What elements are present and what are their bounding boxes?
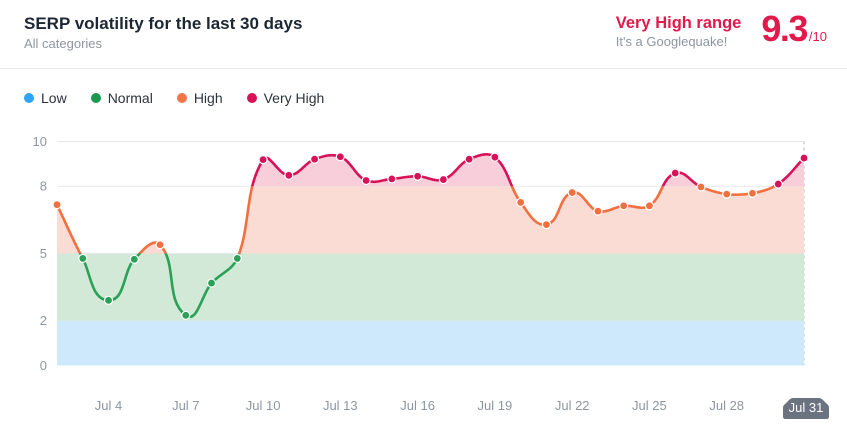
svg-text:5: 5 [40,246,47,261]
svg-text:0: 0 [40,358,47,373]
svg-text:2: 2 [40,313,47,328]
svg-text:8: 8 [40,179,47,194]
svg-text:10: 10 [33,134,47,149]
